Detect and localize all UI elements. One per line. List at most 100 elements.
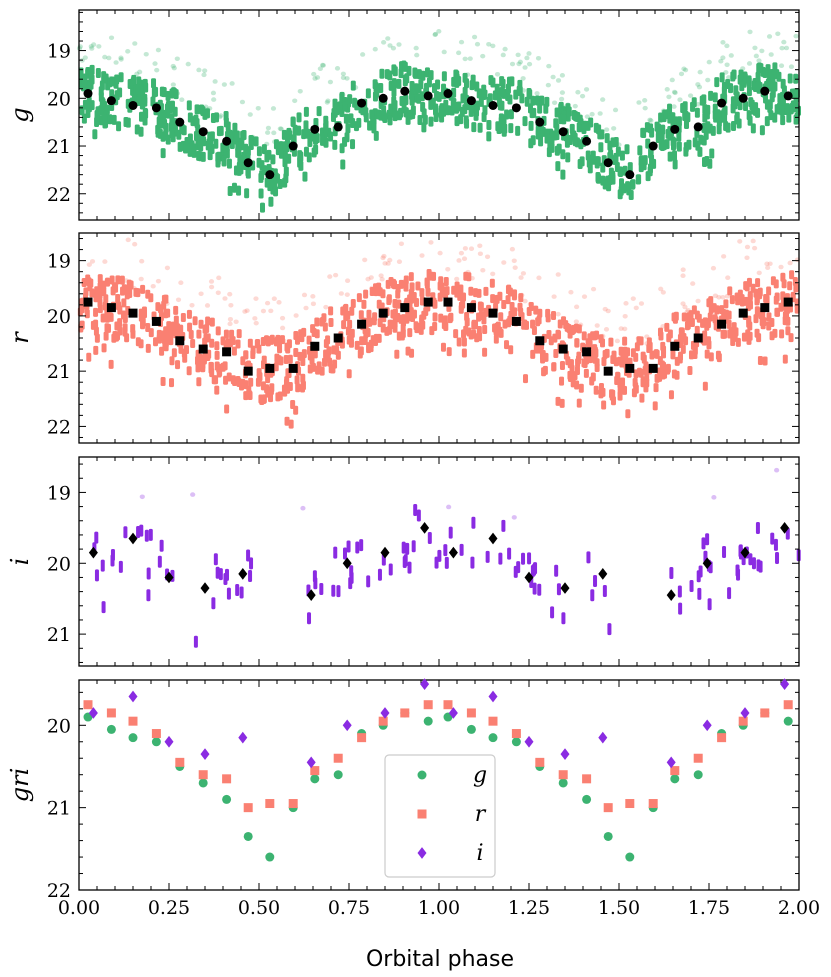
raw-point-g-faint: [753, 53, 759, 59]
binned-point-i: [740, 546, 750, 559]
raw-point-r: [774, 307, 780, 317]
raw-point-i: [697, 587, 702, 600]
raw-point-r: [601, 357, 607, 367]
raw-point-g: [391, 86, 397, 97]
raw-point-r: [300, 373, 306, 383]
raw-point-r: [408, 272, 414, 282]
raw-point-g-faint: [413, 45, 419, 51]
raw-point-r: [517, 302, 523, 312]
y-tick-label: 20: [47, 715, 71, 737]
binned-point-r: [648, 363, 658, 373]
raw-point-r: [214, 385, 220, 395]
raw-point-r-faint: [104, 277, 110, 283]
raw-point-r: [350, 299, 356, 309]
raw-point-r: [275, 334, 281, 344]
raw-point-g: [332, 98, 338, 109]
raw-point-g: [750, 123, 756, 134]
combined-point-g: [243, 831, 253, 841]
raw-point-g-faint: [526, 61, 533, 67]
raw-point-g: [576, 122, 582, 133]
raw-point-g: [507, 94, 513, 105]
raw-point-g-faint: [270, 106, 277, 111]
raw-point-r: [275, 392, 281, 402]
raw-point-g: [79, 105, 85, 116]
raw-point-g-faint: [143, 51, 149, 57]
raw-point-g: [378, 83, 384, 94]
raw-point-i: [593, 574, 598, 587]
raw-point-r-faint: [123, 278, 129, 283]
combined-point-g: [198, 778, 208, 788]
raw-point-g: [441, 71, 447, 82]
raw-point-r: [321, 313, 327, 323]
raw-point-g: [89, 74, 95, 85]
raw-point-g: [543, 103, 549, 114]
raw-point-g-faint: [82, 55, 88, 60]
raw-point-g-faint: [706, 59, 712, 65]
raw-point-g-faint: [559, 96, 565, 102]
binned-point-g: [648, 141, 658, 151]
raw-point-g: [268, 196, 274, 207]
raw-point-g: [694, 107, 700, 118]
raw-point-r-faint: [573, 319, 579, 324]
binned-point-i: [524, 571, 534, 584]
raw-point-r: [104, 313, 110, 323]
raw-point-i: [459, 543, 464, 556]
legend: gri: [384, 754, 496, 878]
raw-point-i: [586, 551, 591, 564]
raw-point-g-faint: [746, 61, 753, 66]
raw-point-g: [350, 117, 356, 128]
binned-point-r: [603, 366, 613, 376]
raw-point-g: [231, 182, 237, 193]
combined-point-g: [488, 733, 498, 743]
raw-point-r-faint: [518, 275, 524, 280]
combined-point-i: [88, 707, 98, 719]
raw-point-i: [144, 529, 149, 542]
raw-point-r: [545, 313, 551, 323]
raw-point-r: [148, 328, 154, 338]
raw-point-g-faint: [648, 118, 654, 123]
raw-point-r: [171, 348, 177, 358]
raw-point-r-faint: [86, 262, 92, 267]
raw-point-r-faint: [437, 250, 443, 256]
raw-point-r: [414, 324, 420, 334]
raw-point-g-faint: [647, 117, 653, 123]
raw-point-r-faint: [344, 292, 350, 297]
raw-point-r: [785, 326, 791, 336]
binned-point-g: [243, 158, 253, 168]
raw-point-r: [345, 310, 351, 320]
binned-point-r: [151, 316, 161, 326]
raw-point-r: [755, 278, 761, 288]
raw-point-g: [708, 90, 714, 101]
raw-point-r: [363, 329, 369, 339]
raw-point-r: [653, 383, 659, 393]
raw-point-g: [196, 150, 202, 161]
raw-point-i: [590, 589, 595, 602]
raw-point-r: [696, 313, 702, 323]
raw-point-g-faint: [154, 67, 160, 73]
raw-point-r: [654, 373, 660, 383]
raw-point-r: [590, 372, 596, 382]
raw-point-g: [667, 113, 673, 124]
raw-point-g-faint: [88, 44, 94, 49]
raw-point-r: [100, 313, 106, 323]
raw-point-g: [628, 189, 634, 200]
raw-point-r: [471, 329, 477, 339]
binned-point-i: [306, 589, 316, 602]
raw-point-r-faint: [279, 315, 286, 321]
raw-point-g: [624, 144, 630, 155]
raw-point-g: [343, 113, 349, 124]
raw-point-g: [117, 87, 123, 98]
raw-point-r: [187, 322, 193, 332]
combined-point-r: [693, 753, 703, 763]
raw-point-r: [215, 326, 221, 336]
raw-point-r-faint: [428, 240, 434, 245]
raw-point-r-faint: [602, 306, 608, 312]
raw-point-r: [363, 289, 369, 299]
raw-point-r: [145, 343, 151, 353]
raw-point-g-faint: [458, 39, 465, 45]
raw-point-r: [441, 286, 447, 296]
raw-point-r-faint: [536, 275, 542, 281]
raw-point-g: [100, 98, 106, 109]
raw-point-g-faint: [221, 82, 227, 87]
raw-point-g: [118, 72, 124, 83]
